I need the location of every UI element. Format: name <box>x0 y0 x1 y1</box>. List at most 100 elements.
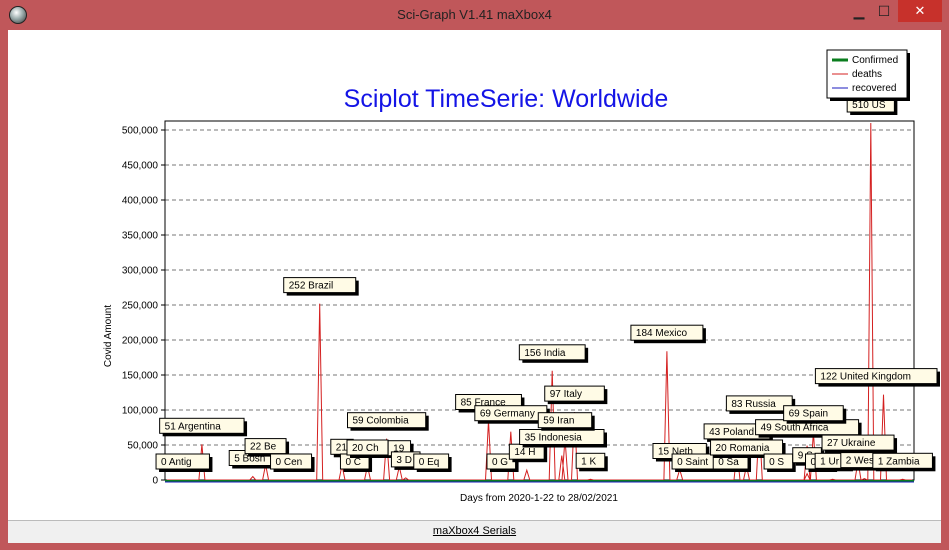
legend: Confirmed deaths recovered <box>826 49 910 101</box>
country-label-text: 59 Iran <box>543 416 574 427</box>
country-label-box <box>347 412 427 429</box>
country-label: 122 United Kingdom <box>814 368 940 387</box>
country-label-box <box>155 453 210 470</box>
country-label-text: 20 Romania <box>716 443 770 454</box>
country-label-text: 0 S <box>769 457 784 468</box>
country-label-text: 156 India <box>524 348 566 359</box>
country-label-text: 510 US <box>852 100 886 111</box>
country-label-box <box>814 368 938 385</box>
country-label: 0 Eq <box>413 453 452 472</box>
country-label: 20 Romania <box>710 439 786 458</box>
country-label-text: 1 Zambia <box>878 456 920 467</box>
country-label-text: 83 Russia <box>731 399 776 410</box>
country-label-box <box>783 405 844 422</box>
country-label: 0 Cen <box>270 453 315 472</box>
window-title: Sci-Graph V1.41 maXbox4 <box>397 7 552 22</box>
country-label-text: 2 West <box>846 456 877 467</box>
country-label-box <box>630 324 704 341</box>
country-label: 20 Ch <box>346 439 391 458</box>
serials-link[interactable]: maXbox4 Serials <box>432 525 517 537</box>
country-label-box <box>283 277 357 294</box>
country-label-text: 122 United Kingdom <box>820 372 911 383</box>
country-label: 0 G <box>486 453 519 472</box>
country-label: 59 Iran <box>537 412 595 431</box>
country-label-text: 51 Argentina <box>165 421 222 432</box>
y-tick-label: 100,000 <box>122 406 159 417</box>
country-label: 14 H <box>508 443 548 463</box>
country-label: 69 Germany <box>474 405 550 424</box>
country-label-text: 19 <box>393 444 405 455</box>
country-label-text: 0 Eq <box>419 457 440 468</box>
legend-label-recovered: recovered <box>852 83 896 94</box>
country-label: 35 Indonesia <box>519 429 607 448</box>
client-area: Sciplot TimeSerie: Worldwide 0 50,000 100,… <box>8 30 941 543</box>
y-tick-label: 300,000 <box>122 266 159 277</box>
country-label-box <box>575 452 606 469</box>
country-label-box <box>518 344 586 361</box>
country-label: 184 Mexico <box>630 324 706 344</box>
app-globe-icon[interactable] <box>9 6 27 24</box>
country-label-text: 27 Ukraine <box>827 438 876 449</box>
country-label-text: 5 Bosn <box>234 454 265 465</box>
country-label-text: 3 D <box>396 455 412 466</box>
close-button[interactable]: ✕ <box>898 0 942 22</box>
country-label-text: 0 G <box>492 457 508 468</box>
chart-area: Sciplot TimeSerie: Worldwide 0 50,000 100,… <box>8 30 941 520</box>
country-label-text: 21 <box>336 442 348 453</box>
country-label-text: 14 H <box>514 447 535 458</box>
y-tick-label: 450,000 <box>122 161 159 172</box>
country-label: 83 Russia <box>725 395 796 414</box>
country-label-box <box>821 434 895 451</box>
chart-title: Sciplot TimeSerie: Worldwide <box>344 85 669 113</box>
y-tick-label: 200,000 <box>122 336 159 347</box>
y-tick-label: 0 <box>152 476 158 487</box>
y-tick-label: 50,000 <box>127 441 158 452</box>
country-label-text: 85 France <box>461 398 506 409</box>
country-label-text: 184 Mexico <box>636 328 688 339</box>
country-label-text: 69 Germany <box>480 409 535 420</box>
country-label-text: 49 South Africa <box>761 423 829 434</box>
country-label-box <box>270 453 313 470</box>
country-label-text: 69 Spain <box>789 409 828 420</box>
country-label: 27 Ukraine <box>821 434 898 454</box>
country-label-box <box>710 439 784 456</box>
country-label-text: 0 Saint <box>677 457 708 468</box>
country-label-text: 97 Italy <box>550 389 582 400</box>
y-tick-label: 250,000 <box>122 301 159 312</box>
x-axis-label: Days from 2020-1-22 to 28/02/2021 <box>460 493 618 504</box>
title-bar: Sci-Graph V1.41 maXbox4 ▁ ☐ ✕ <box>0 0 949 30</box>
country-label: 51 Argentina <box>159 417 248 437</box>
y-tick-label: 350,000 <box>122 231 159 242</box>
country-label-text: 252 Brazil <box>289 281 333 292</box>
country-label-text: 59 Colombia <box>353 416 410 427</box>
legend-label-confirmed: Confirmed <box>852 55 898 66</box>
minimize-button[interactable]: ▁ <box>853 3 865 19</box>
country-label-text: 1 Ur <box>820 456 840 467</box>
country-label-box <box>413 453 450 470</box>
country-label-text: 0 Sa <box>718 457 739 468</box>
country-label: 1 Zambia <box>872 452 936 472</box>
country-label-text: 15 Neth <box>658 447 693 458</box>
y-tick-label: 500,000 <box>122 126 159 137</box>
y-axis-ticks: 0 50,000 100,000 150,000 200,000 250,000 300,0… <box>122 126 165 487</box>
maximize-button[interactable]: ☐ <box>877 3 891 19</box>
country-label-box <box>537 412 593 429</box>
country-label: 252 Brazil <box>283 277 359 296</box>
country-label-box <box>544 385 605 402</box>
country-label: 22 Be <box>244 438 290 457</box>
y-tick-label: 150,000 <box>122 371 159 382</box>
country-label-text: 0 Cen <box>276 457 303 468</box>
country-label-text: 22 Be <box>250 442 277 453</box>
country-label-box <box>244 438 287 455</box>
country-label: 69 Spain <box>783 405 847 424</box>
country-label: 59 Colombia <box>347 412 429 431</box>
country-label: 0 S <box>763 453 796 472</box>
country-label-box <box>872 452 933 469</box>
country-label-text: 1 K <box>581 456 596 467</box>
y-tick-label: 400,000 <box>122 196 159 207</box>
country-label: 97 Italy <box>544 385 608 405</box>
grid-lines <box>165 129 914 446</box>
country-label: 156 India <box>518 344 589 363</box>
country-label: 0 Antig <box>155 453 213 472</box>
country-label-box <box>159 417 245 434</box>
